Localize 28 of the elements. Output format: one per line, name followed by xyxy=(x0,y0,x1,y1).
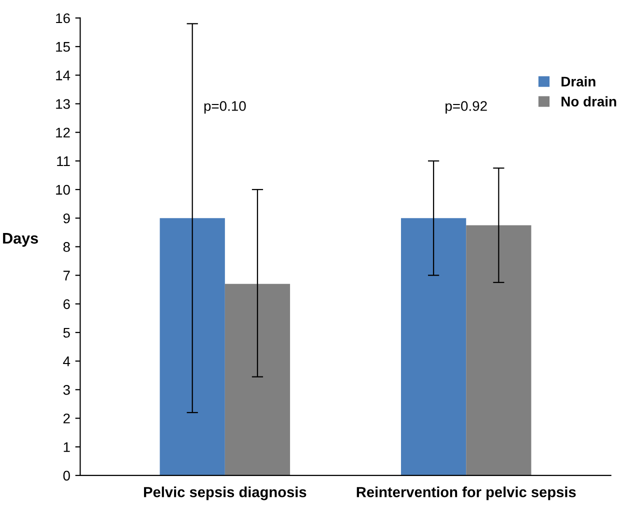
y-tick-label: 15 xyxy=(56,42,70,52)
y-tick-label: 10 xyxy=(56,184,70,195)
annotation: p=0.92 xyxy=(446,101,487,114)
y-tick-label: 0 xyxy=(63,470,70,481)
y-tick-label: 13 xyxy=(56,99,70,109)
legend-label: No drain xyxy=(562,96,616,106)
y-tick-label: 16 xyxy=(56,13,70,24)
bar xyxy=(400,218,466,476)
bar xyxy=(224,284,290,476)
y-tick-label: 4 xyxy=(63,356,70,366)
y-tick-label: 6 xyxy=(63,299,70,310)
y-tick-label: 7 xyxy=(63,270,70,280)
y-tick-label: 12 xyxy=(56,128,70,138)
x-tick-label: Pelvic sepsis diagnosis xyxy=(144,486,306,500)
y-tick-label: 9 xyxy=(63,213,70,224)
x-tick-label: Reintervention for pelvic sepsis xyxy=(356,486,576,500)
y-tick-label: 2 xyxy=(63,414,70,424)
annotation: p=0.10 xyxy=(204,101,246,114)
y-tick-label: 14 xyxy=(56,70,70,80)
y-tick-label: 11 xyxy=(57,156,70,166)
bar xyxy=(466,225,532,476)
y-tick-label: 5 xyxy=(63,328,70,338)
legend-label: Drain xyxy=(562,76,596,87)
y-tick-label: 3 xyxy=(63,385,70,395)
y-tick-label: 1 xyxy=(64,442,70,452)
bar xyxy=(160,218,225,476)
y-tick-label: 8 xyxy=(63,242,70,252)
y-axis-title: Days xyxy=(3,233,38,247)
